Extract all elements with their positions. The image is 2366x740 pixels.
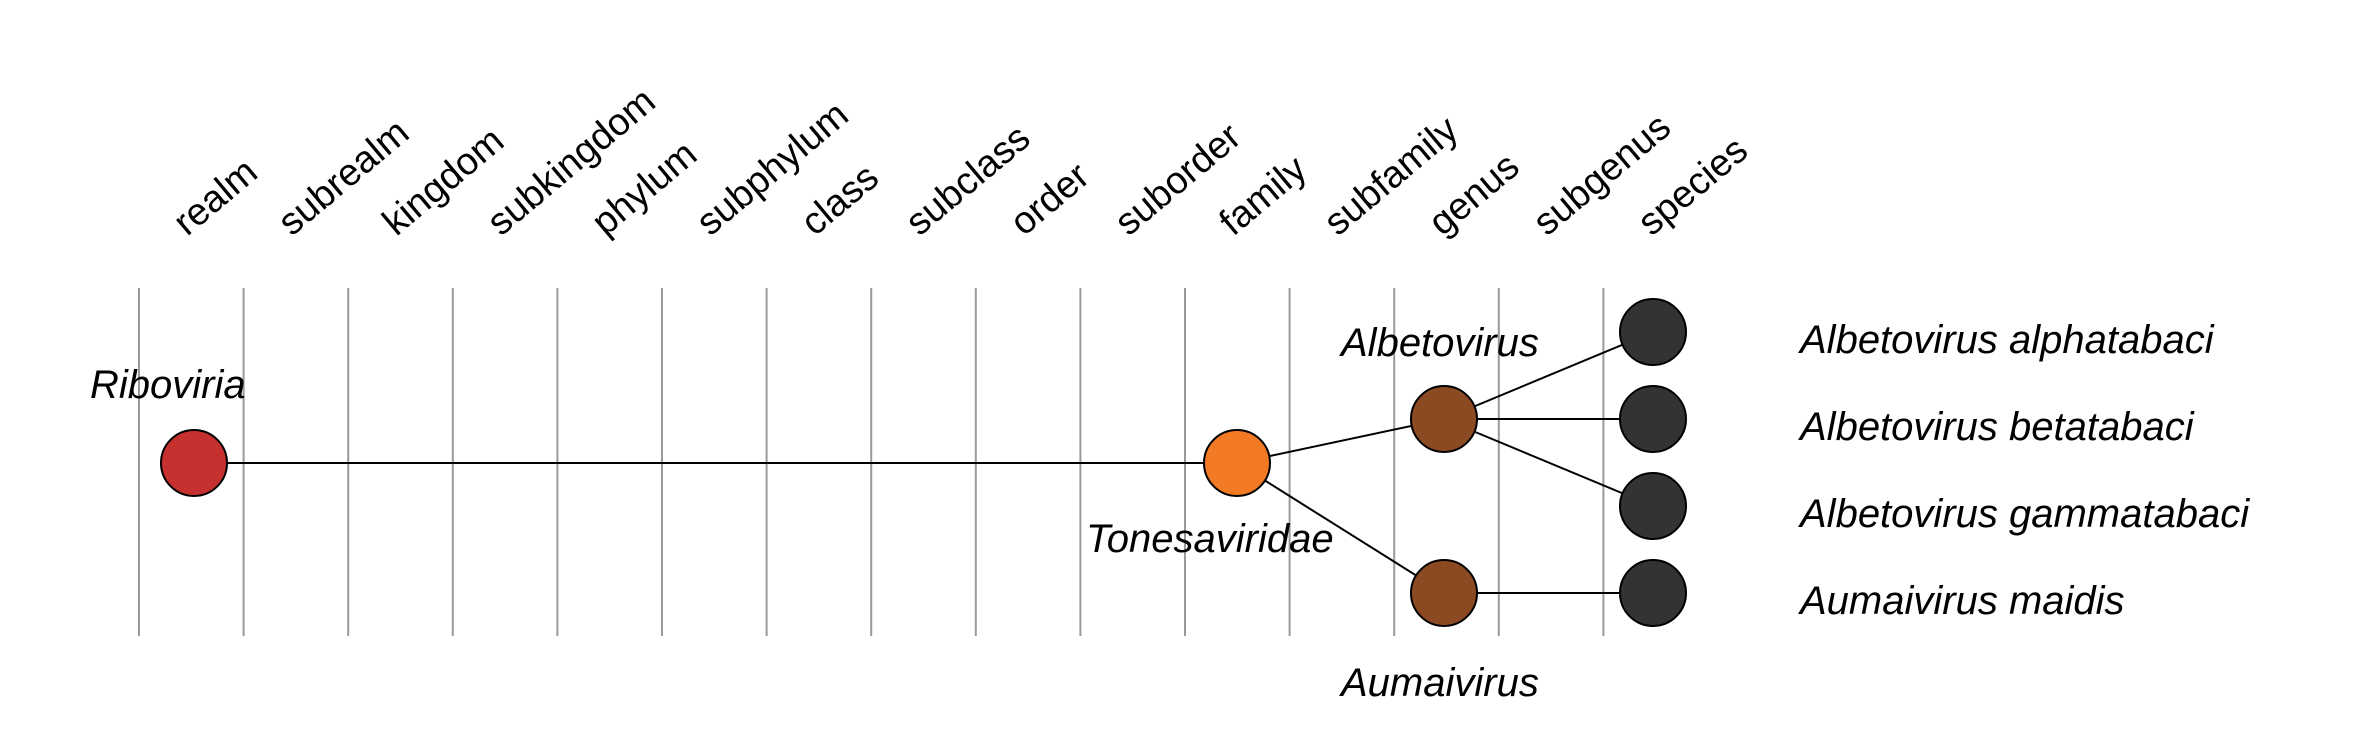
- species-label-betatabaci: Albetovirus betatabaci: [1798, 405, 2195, 449]
- nodes: [160, 298, 1687, 627]
- realm-node: [160, 429, 228, 497]
- edge-genus-1-species-3: [1443, 418, 1654, 507]
- rank-label-order: order: [1003, 154, 1098, 243]
- edge-family-genus-2: [1236, 462, 1445, 594]
- genus-label-albetovirus: Albetovirus: [1339, 321, 1539, 365]
- species-node-betatabaci: [1619, 385, 1687, 453]
- realm-label: Riboviria: [90, 363, 246, 407]
- edge-genus-1-species-1: [1443, 331, 1654, 420]
- family-label: Tonesaviridae: [1086, 517, 1334, 561]
- taxon-labels: Riboviria Tonesaviridae Albetovirus Auma…: [90, 318, 2250, 705]
- species-node-alphatabaci: [1619, 298, 1687, 366]
- edges: [194, 331, 1654, 594]
- rank-label-class: class: [793, 156, 886, 244]
- species-label-gammatabaci: Albetovirus gammatabaci: [1798, 492, 2250, 536]
- rank-labels: realm subrealmkingdomsubkingdomphylumsubp…: [166, 80, 1756, 244]
- species-node-gammatabaci: [1619, 472, 1687, 540]
- genus-label-aumaivirus: Aumaivirus: [1339, 661, 1539, 705]
- species-label-maidis: Aumaivirus maidis: [1798, 579, 2125, 623]
- rank-label-realm: realm: [166, 151, 266, 244]
- genus-node-aumaivirus: [1410, 559, 1478, 627]
- species-label-alphatabaci: Albetovirus alphatabaci: [1798, 318, 2215, 362]
- family-node: [1203, 429, 1271, 497]
- species-node-maidis: [1619, 559, 1687, 627]
- genus-node-albetovirus: [1410, 385, 1478, 453]
- edge-family-genus-1: [1236, 418, 1445, 464]
